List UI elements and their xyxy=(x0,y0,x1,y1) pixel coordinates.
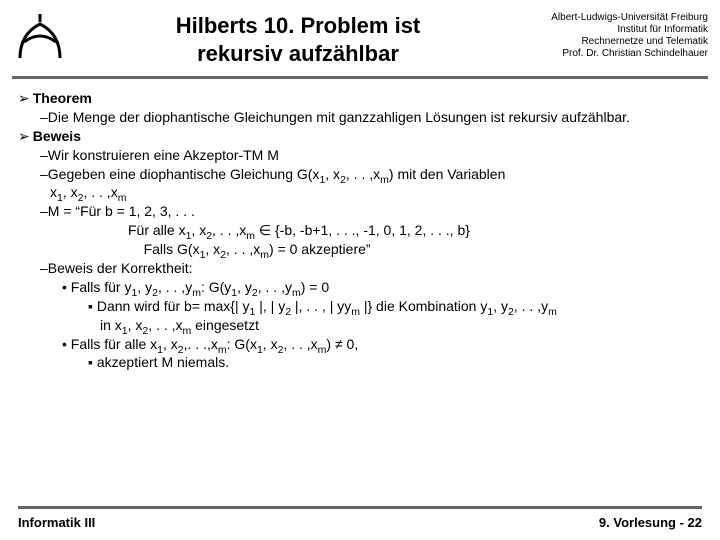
algorithm-line: M = “Für b = 1, 2, 3, . . . xyxy=(40,202,702,221)
algorithm-line: Falls G(x1, x2, . . ,xm) = 0 akzeptiere” xyxy=(128,240,702,259)
affiliation: Albert-Ludwigs-Universität Freiburg Inst… xyxy=(508,8,708,60)
algorithm-line: Für alle x1, x2, . . ,xm ∈ {-b, -b+1, . … xyxy=(128,221,702,240)
slide-content: Theorem Die Menge der diophantische Glei… xyxy=(0,79,720,372)
footer-rule xyxy=(18,506,702,509)
case-line: Falls für y1, y2, . . ,ym: G(y1, y2, . .… xyxy=(62,278,702,297)
case-line: in x1, x2, . . ,xm eingesetzt xyxy=(100,316,702,335)
title-block: Hilberts 10. Problem ist rekursiv aufzäh… xyxy=(88,8,508,67)
footer-right: 9. Vorlesung - 22 xyxy=(599,515,702,530)
footer-left: Informatik III xyxy=(18,515,95,530)
proof-line: Beweis der Korrektheit: xyxy=(40,259,702,278)
slide-title-line1: Hilberts 10. Problem ist xyxy=(88,12,508,40)
case-line: Falls für alle x1, x2,. . .,xm: G(x1, x2… xyxy=(62,335,702,354)
affil-line: Rechnernetze und Telematik xyxy=(508,36,708,48)
affil-line: Prof. Dr. Christian Schindelhauer xyxy=(508,48,708,60)
affil-line: Institut für Informatik xyxy=(508,24,708,36)
proof-line: Gegeben eine diophantische Gleichung G(x… xyxy=(40,165,702,184)
slide-footer: Informatik III 9. Vorlesung - 22 xyxy=(0,506,720,530)
proof-line: x1, x2, . . ,xm xyxy=(50,183,702,202)
affil-line: Albert-Ludwigs-Universität Freiburg xyxy=(508,12,708,24)
proof-heading: Beweis xyxy=(18,127,702,146)
theorem-text: Die Menge der diophantische Gleichungen … xyxy=(40,108,702,127)
slide-header: Hilberts 10. Problem ist rekursiv aufzäh… xyxy=(0,0,720,72)
slide-title-line2: rekursiv aufzählbar xyxy=(88,40,508,68)
theorem-heading: Theorem xyxy=(18,89,702,108)
proof-line: Wir konstruieren eine Akzeptor-TM M xyxy=(40,146,702,165)
case-line: akzeptiert M niemals. xyxy=(88,353,702,372)
university-logo xyxy=(12,12,68,68)
case-line: Dann wird für b= max{| y1 |, | y2 |, . .… xyxy=(88,297,702,316)
